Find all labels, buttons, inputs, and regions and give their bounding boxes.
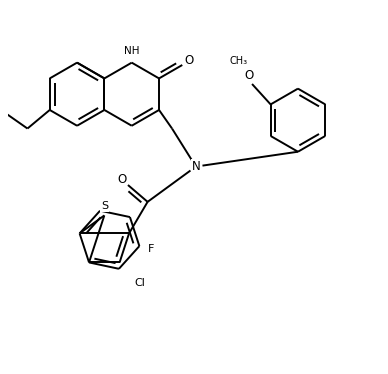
Text: F: F [148,243,154,254]
Text: N: N [192,160,200,173]
Text: O: O [117,173,126,186]
Text: O: O [244,69,254,82]
Text: NH: NH [124,46,139,56]
Text: Cl: Cl [134,279,145,288]
Text: O: O [185,55,194,67]
Text: S: S [101,201,108,211]
Text: CH₃: CH₃ [230,56,248,66]
